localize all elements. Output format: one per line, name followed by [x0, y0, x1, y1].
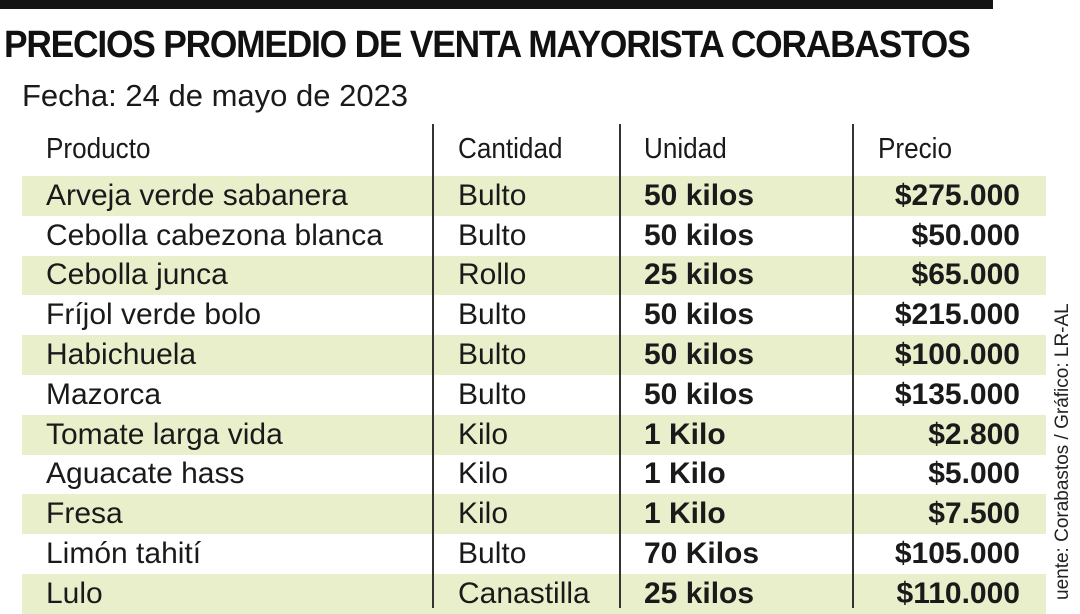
cell-precio: $135.000: [894, 377, 1020, 411]
cell-producto: Fríjol verde bolo: [46, 298, 262, 332]
cell-precio: $105.000: [894, 537, 1020, 571]
cell-producto: Habichuela: [46, 338, 197, 372]
cell-unidad: 50 kilos: [644, 178, 755, 212]
price-table: Producto Cantidad Unidad Precio Arveja v…: [22, 124, 1046, 614]
cell-precio: $50.000: [911, 218, 1020, 252]
cell-precio: $2.800: [928, 417, 1020, 451]
table-row: Cebolla junca Rollo 25 kilos $65.000: [22, 255, 1046, 296]
cell-cantidad: Bulto: [458, 298, 527, 332]
cell-precio: $275.000: [894, 178, 1020, 212]
cell-unidad: 70 Kilos: [644, 537, 760, 571]
table-row: Fresa Kilo 1 Kilo $7.500: [22, 494, 1046, 535]
cell-unidad: 50 kilos: [644, 338, 755, 372]
header-cantidad: Cantidad: [458, 133, 563, 165]
cell-cantidad: Bulto: [458, 218, 527, 252]
cell-unidad: 25 kilos: [644, 258, 755, 292]
chart-subtitle: Fecha: 24 de mayo de 2023: [22, 78, 409, 113]
cell-producto: Fresa: [46, 497, 123, 531]
column-divider: [619, 124, 621, 608]
table-row: Aguacate hass Kilo 1 Kilo $5.000: [22, 455, 1046, 495]
header-precio: Precio: [878, 133, 952, 165]
cell-unidad: 50 kilos: [644, 298, 755, 332]
source-credit: uente: Corabastos / Gráfico: LR-AL: [1052, 303, 1073, 600]
cell-producto: Limón tahití: [46, 537, 202, 571]
table-row: Tomate larga vida Kilo 1 Kilo $2.800: [22, 414, 1046, 455]
cell-producto: Mazorca: [46, 377, 162, 411]
cell-producto: Lulo: [46, 576, 103, 610]
cell-producto: Arveja verde sabanera: [46, 178, 348, 212]
cell-cantidad: Bulto: [458, 377, 527, 411]
cell-producto: Cebolla junca: [46, 258, 228, 292]
cell-unidad: 50 kilos: [644, 377, 755, 411]
table-row: Fríjol verde bolo Bulto 50 kilos $215.000: [22, 295, 1046, 335]
cell-precio: $110.000: [896, 576, 1020, 610]
cell-precio: $7.500: [928, 497, 1020, 531]
header-unidad: Unidad: [644, 133, 727, 165]
column-divider: [432, 124, 434, 608]
table-row: Mazorca Bulto 50 kilos $135.000: [22, 375, 1046, 415]
cell-cantidad: Bulto: [458, 178, 527, 212]
cell-producto: Aguacate hass: [46, 457, 245, 491]
cell-producto: Tomate larga vida: [46, 417, 283, 451]
cell-cantidad: Canastilla: [458, 576, 590, 610]
cell-producto: Cebolla cabezona blanca: [46, 218, 383, 252]
table-row: Arveja verde sabanera Bulto 50 kilos $275.0…: [22, 176, 1046, 216]
table-row: Lulo Canastilla 25 kilos $110.000: [22, 573, 1046, 614]
cell-cantidad: Rollo: [458, 258, 527, 292]
cell-cantidad: Kilo: [458, 417, 509, 451]
cell-unidad: 25 kilos: [644, 576, 755, 610]
cell-precio: $5.000: [928, 457, 1020, 491]
table-row: Cebolla cabezona blanca Bulto 50 kilos $50.…: [22, 216, 1046, 256]
top-rule: [0, 0, 993, 9]
cell-unidad: 50 kilos: [644, 218, 755, 252]
column-divider: [852, 124, 854, 608]
cell-cantidad: Bulto: [458, 537, 527, 571]
table-header-row: Producto Cantidad Unidad Precio: [22, 124, 1046, 176]
header-producto: Producto: [46, 133, 151, 165]
cell-cantidad: Bulto: [458, 338, 527, 372]
cell-precio: $65.000: [911, 258, 1020, 292]
cell-precio: $100.000: [894, 338, 1020, 372]
chart-title: PRECIOS PROMEDIO DE VENTA MAYORISTA CORA…: [4, 24, 971, 66]
cell-cantidad: Kilo: [458, 457, 509, 491]
cell-unidad: 1 Kilo: [644, 417, 726, 451]
table-row: Limón tahití Bulto 70 Kilos $105.000: [22, 534, 1046, 574]
cell-cantidad: Kilo: [458, 497, 509, 531]
cell-precio: $215.000: [894, 298, 1020, 332]
table-row: Habichuela Bulto 50 kilos $100.000: [22, 335, 1046, 375]
cell-unidad: 1 Kilo: [644, 497, 726, 531]
cell-unidad: 1 Kilo: [644, 457, 726, 491]
